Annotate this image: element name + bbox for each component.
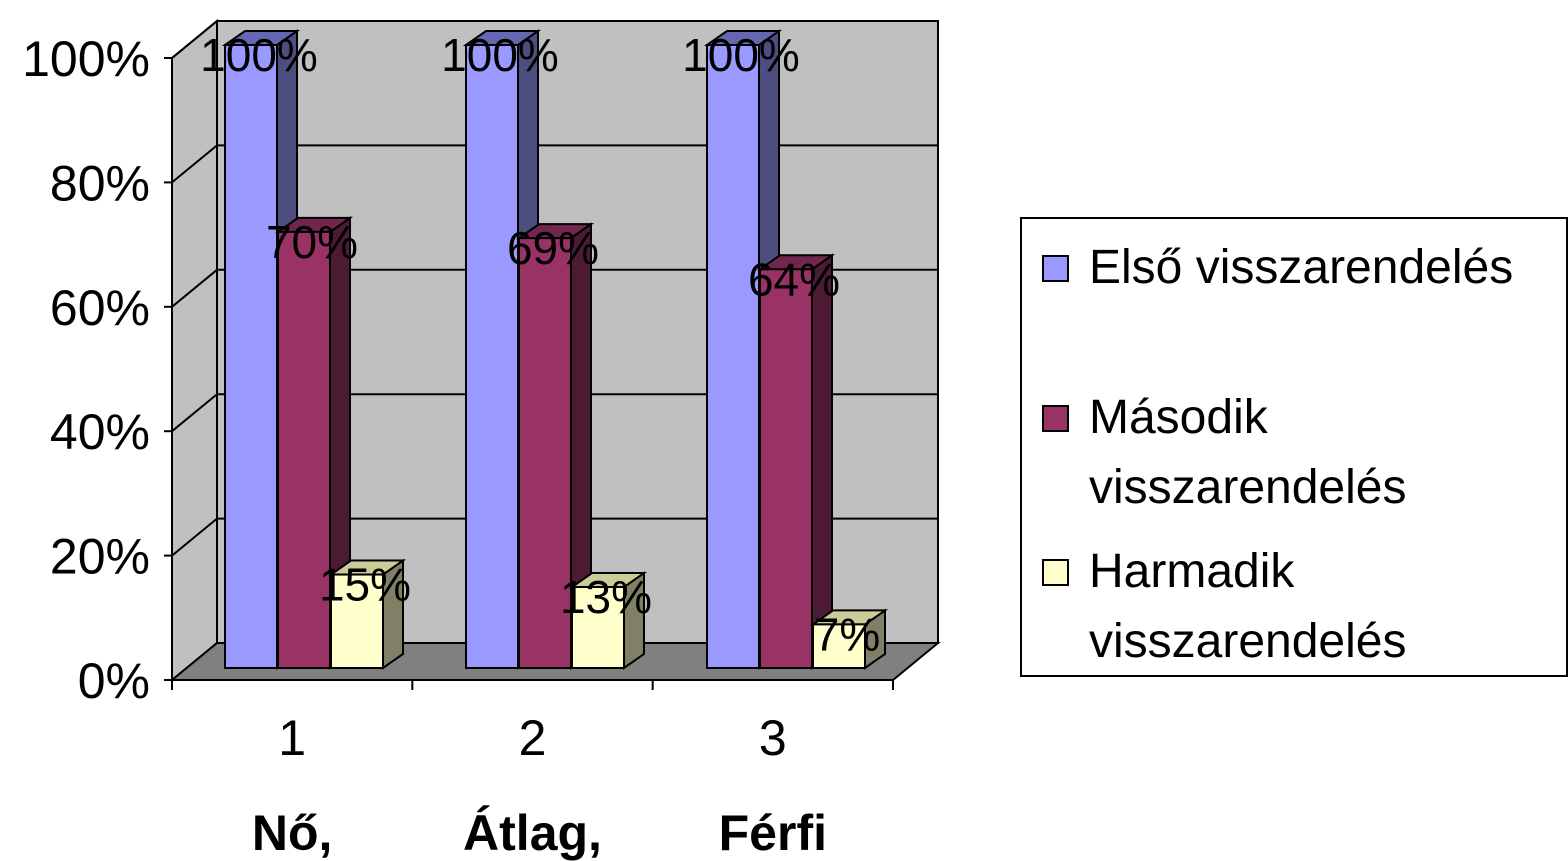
bar-side bbox=[811, 253, 833, 670]
x-category-subtitle: Átlag, bbox=[463, 805, 602, 861]
gridline bbox=[171, 144, 938, 184]
x-tick-label: 3 bbox=[759, 710, 787, 766]
data-label: 100% bbox=[200, 29, 318, 81]
y-tick-label: 100% bbox=[22, 31, 150, 87]
legend-label-series-2: Második visszarendelés bbox=[1089, 391, 1407, 514]
gridline bbox=[171, 517, 938, 557]
data-label: 64% bbox=[748, 253, 840, 305]
data-label: 15% bbox=[319, 559, 411, 611]
axes: 0% 20% 40% 60% 80% 100% 1 Nő, 2 Átlag, 3 Férfi bbox=[22, 31, 894, 861]
legend-label-series-3: Harmadik visszarendelés bbox=[1089, 545, 1407, 668]
legend-swatch-series-3 bbox=[1042, 559, 1069, 586]
legend-item-series-2: Második visszarendelés bbox=[1042, 383, 1549, 523]
bar bbox=[224, 44, 278, 669]
bar bbox=[759, 268, 813, 669]
legend-label-series-1: Első visszarendelés bbox=[1089, 241, 1514, 294]
side-wall bbox=[171, 18, 218, 683]
data-label: 100% bbox=[441, 29, 559, 81]
labels: 100% 100% 100% 70% 69% 64% 15% 13% 7% bbox=[200, 29, 880, 660]
legend-swatch-series-2 bbox=[1042, 405, 1069, 432]
legend: Első visszarendelés Második visszarendel… bbox=[1020, 217, 1568, 677]
gridlines bbox=[171, 20, 938, 557]
bars bbox=[221, 29, 889, 670]
gridline bbox=[171, 20, 938, 59]
bar bbox=[330, 573, 384, 669]
x-tick-label: 1 bbox=[278, 710, 306, 766]
data-label: 69% bbox=[507, 222, 599, 274]
x-tick-label: 2 bbox=[519, 710, 547, 766]
y-tick-label: 40% bbox=[50, 404, 150, 460]
legend-item-series-3: Harmadik visszarendelés bbox=[1042, 537, 1549, 677]
bar bbox=[571, 586, 625, 670]
x-category-subtitle: Nő, bbox=[252, 805, 333, 861]
y-tick-label: 0% bbox=[78, 653, 150, 709]
bar bbox=[706, 44, 760, 669]
x-category-subtitle: Férfi bbox=[719, 805, 827, 861]
data-label: 13% bbox=[560, 571, 652, 623]
data-label: 70% bbox=[266, 216, 358, 268]
gridline bbox=[171, 393, 938, 432]
y-tick-label: 60% bbox=[50, 280, 150, 336]
gridline bbox=[171, 268, 938, 308]
data-label: 7% bbox=[814, 608, 880, 660]
y-tick-label: 80% bbox=[50, 155, 150, 211]
bar bbox=[277, 230, 331, 669]
legend-swatch-series-1 bbox=[1042, 255, 1069, 282]
legend-item-series-1: Első visszarendelés bbox=[1042, 233, 1549, 303]
y-tick-label: 20% bbox=[50, 529, 150, 585]
bar bbox=[465, 44, 519, 669]
bar bbox=[518, 237, 572, 669]
bar bbox=[812, 623, 866, 670]
data-label: 100% bbox=[682, 29, 800, 81]
